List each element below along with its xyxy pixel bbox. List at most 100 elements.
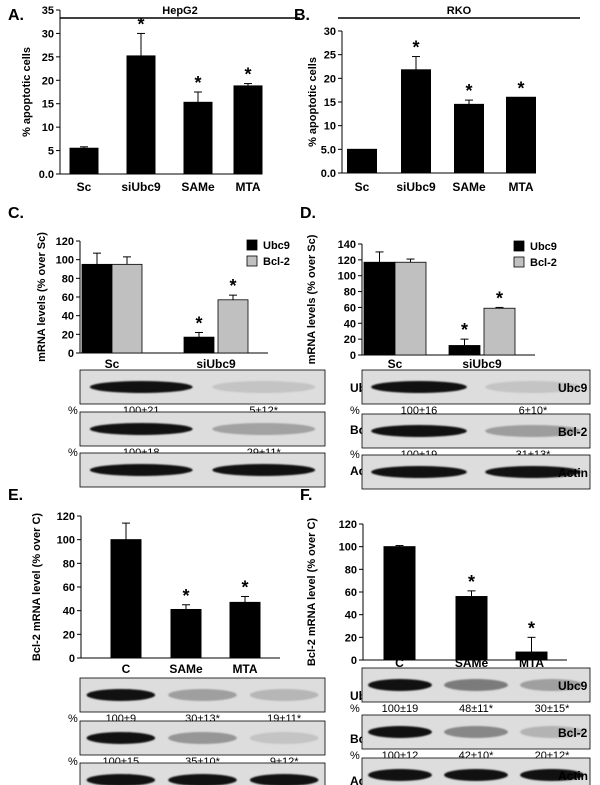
y-tick-label: 0 [350,350,356,362]
category-label: SAMe [181,180,215,194]
chart-panel-e: E. 0 20 40 60 80 100 120 Bcl-2 mRNA level (% ove… [8,487,380,785]
blot-label: Actin [558,466,588,480]
blot-band [249,689,319,701]
bar [401,69,431,174]
y-tick-label: 80 [345,564,357,576]
y-tick-label: 15 [324,97,336,109]
blot-quant-prefix: % [68,756,78,768]
blot-quant-prefix: % [350,449,360,461]
y-tick-label: 5 [48,146,54,158]
chart-panel-a: A. HepG2 0.0 5 10 15 20 25 30 35 % apoptotic cells… [8,5,300,194]
blot-band [371,425,467,437]
blot-band [86,774,156,785]
y-tick-label: 30 [324,26,336,38]
blot-quant-prefix: % [350,703,360,715]
blot-band [168,774,237,785]
blot-quant-prefix: % [350,405,360,417]
y-tick-label: 80 [344,287,356,299]
blot-band [212,464,316,476]
category-label: SAMe [169,662,203,676]
category-label: siUbc9 [462,357,502,371]
category-label: Sc [388,357,403,371]
blot-label: Bcl-2 [558,726,588,740]
blot-band [444,726,508,738]
blot-band [485,466,581,478]
blot-band [444,769,508,781]
category-label: Sc [77,180,92,194]
blot-band [371,466,467,478]
y-tick-label: 0.0 [39,169,54,181]
blot-quant-prefix: % [68,447,78,459]
legend-swatch [513,256,525,268]
category-label: SAMe [455,656,489,670]
category-label: C [122,662,131,676]
y-tick-label: 80 [62,273,74,285]
chart-title: HepG2 [162,5,197,17]
legend-label: Bcl-2 [263,256,290,268]
y-tick-label: 20 [42,75,54,87]
blot-band [86,689,156,701]
blot-band [520,726,584,738]
blot-quant-prefix: % [68,713,78,725]
y-tick-label: 40 [344,318,356,330]
significance-marker: * [517,78,524,98]
y-tick-label: 25 [42,52,54,64]
y-axis-label: % apoptotic cells [307,57,319,147]
blot-band [485,381,581,393]
y-tick-label: 0 [69,653,75,665]
significance-marker: * [244,65,251,85]
blot-quant-prefix: % [68,405,78,417]
legend-label: Ubc9 [530,241,557,253]
blot-band [368,679,432,691]
bar [170,608,202,659]
panel-label: C. [8,205,24,222]
y-tick-label: 40 [63,606,75,618]
legend-swatch [513,240,525,252]
category-label: siUbc9 [196,357,236,371]
chart-panel-f: F. 0 20 40 60 80 100 120 Bcl-2 mRNA level (% ove… [300,487,591,785]
y-tick-label: 25 [324,50,336,62]
blot-band [212,381,316,393]
category-label: siUbc9 [121,180,161,194]
y-axis-label: mRNA levels (% over Sc) [306,234,318,364]
y-tick-label: 80 [63,558,75,570]
blot-label: Ubc9 [558,679,588,693]
blot-band [520,679,584,691]
bar [448,345,481,356]
y-tick-label: 30 [42,28,54,40]
blot-band [520,769,584,781]
y-tick-label: 120 [339,519,357,531]
legend-label: Ubc9 [263,240,290,252]
y-tick-label: 5.0 [321,144,336,156]
y-tick-label: 0.0 [321,168,336,180]
blot-band [168,689,237,701]
y-tick-label: 60 [62,292,74,304]
y-tick-label: 120 [338,255,356,267]
y-tick-label: 10 [324,121,336,133]
panel-label: B. [294,7,310,24]
y-tick-label: 60 [344,302,356,314]
bar [383,546,416,661]
bar [111,263,143,354]
category-label: siUbc9 [396,180,436,194]
y-tick-label: 20 [63,629,75,641]
significance-marker: * [528,618,535,638]
y-tick-label: 100 [56,255,74,267]
blot-band [368,726,432,738]
category-label: MTA [519,656,544,670]
bar [126,55,156,175]
significance-marker: * [461,320,468,340]
blot-quant-value: 30±15* [535,703,571,715]
y-axis-label: mRNA levels (% over Sc) [36,232,48,362]
y-axis-label: Bcl-2 mRNA level (% over C) [306,518,318,666]
legend-label: Bcl-2 [530,257,557,269]
category-label: C [395,656,404,670]
significance-marker: * [412,38,419,58]
y-tick-label: 10 [42,122,54,134]
blot-quant-prefix: % [350,750,360,762]
blot-label: Actin [558,769,588,783]
y-tick-label: 0 [68,348,74,360]
bar [347,148,377,174]
blot-band [212,423,316,435]
